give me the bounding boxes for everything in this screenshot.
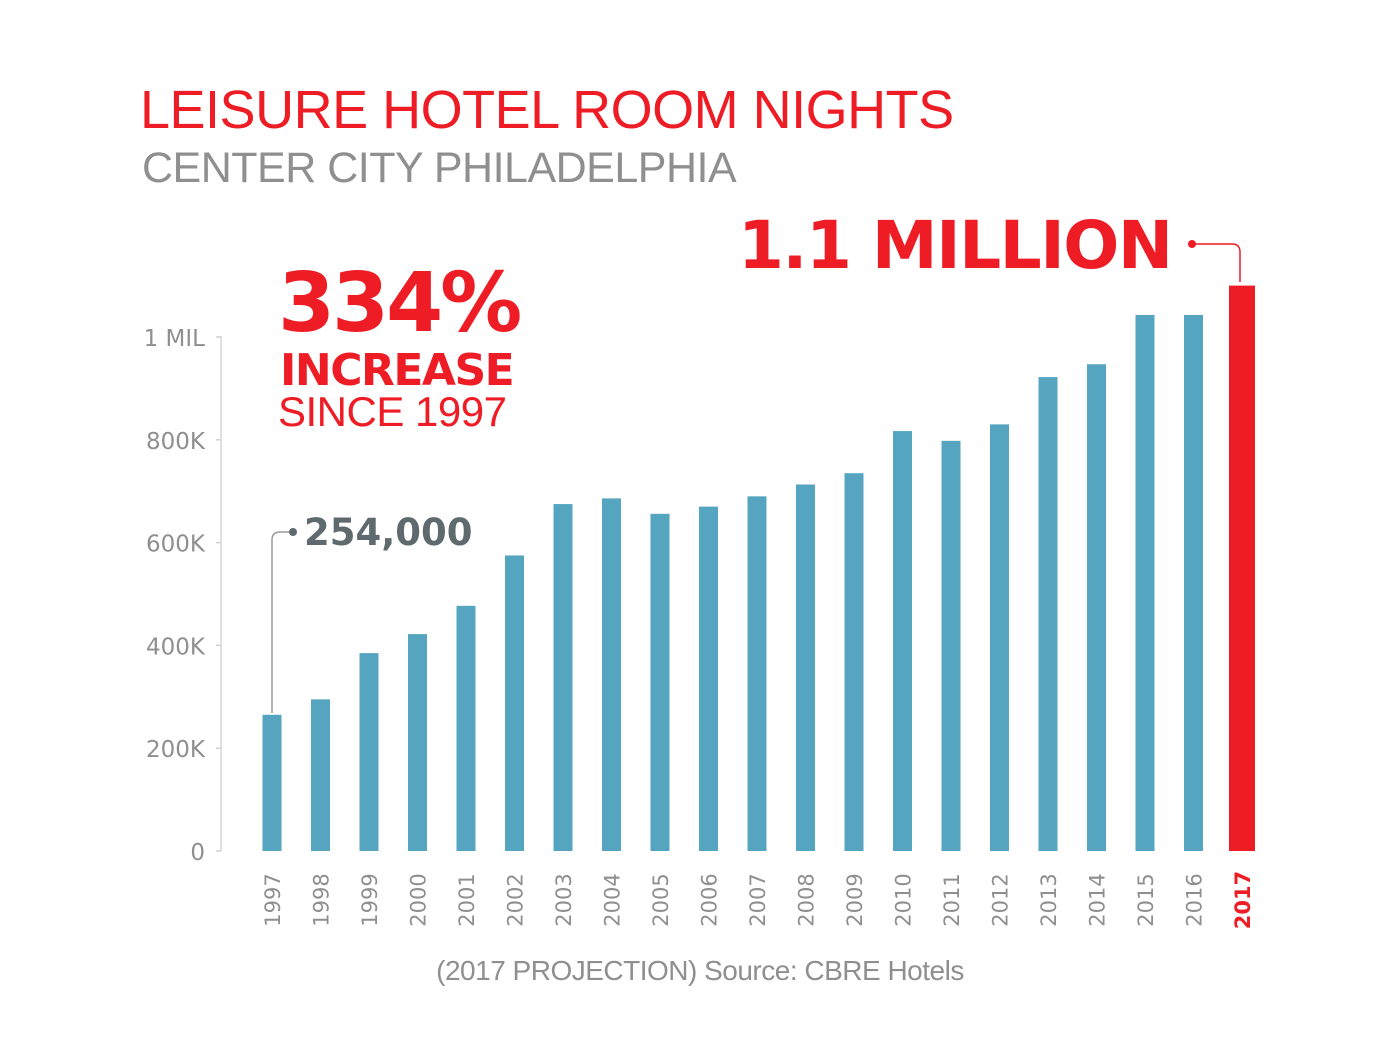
x-tick-label-2004: 2004 <box>601 873 625 926</box>
bar-2006 <box>699 506 718 851</box>
x-tick-label-2008: 2008 <box>795 873 819 926</box>
x-tick-label-2001: 2001 <box>455 873 479 926</box>
y-tick-label: 200K <box>146 737 206 763</box>
x-tick-label-2000: 2000 <box>407 873 431 926</box>
bar-2003 <box>553 504 573 851</box>
y-tick-label: 400K <box>146 634 206 660</box>
x-tick-label-2013: 2013 <box>1037 873 1061 926</box>
x-axis: 1997 1998 1999 2000 2001 2002 2003 2004 2005 2006… <box>261 871 1255 929</box>
x-tick-label-2007: 2007 <box>746 873 770 926</box>
x-tick-label-1998: 1998 <box>310 873 334 926</box>
x-tick-label-2009: 2009 <box>843 873 867 926</box>
bar-2009 <box>844 473 864 851</box>
y-axis: 0 200K 400K 600K 800K 1 MIL <box>144 326 221 866</box>
bar-1997 <box>262 714 282 851</box>
bar-2007 <box>747 496 767 851</box>
bar-2013 <box>1038 377 1058 851</box>
bar-2001 <box>456 605 476 851</box>
start-value-dot <box>289 528 297 536</box>
bar-2002 <box>505 555 524 851</box>
source-note: (2017 PROJECTION) Source: CBRE Hotels <box>436 955 964 986</box>
start-value-label: 254,000 <box>304 511 473 554</box>
bar-2014 <box>1087 364 1106 851</box>
chart-subtitle: CENTER CITY PHILADELPHIA <box>142 144 737 192</box>
chart-title: LEISURE HOTEL ROOM NIGHTS <box>140 80 954 140</box>
x-tick-label-2003: 2003 <box>552 873 576 926</box>
bar-2016 <box>1184 314 1203 851</box>
y-tick-label: 1 MIL <box>144 326 206 352</box>
bar-1999 <box>359 653 379 851</box>
x-tick-label-2012: 2012 <box>989 873 1013 926</box>
x-tick-label-2006: 2006 <box>698 873 722 926</box>
y-tick-label: 0 <box>190 840 205 866</box>
bar-2012 <box>990 424 1009 851</box>
bar-2017 <box>1229 285 1255 852</box>
increase-since: SINCE 1997 <box>278 388 506 435</box>
bar-2004 <box>602 498 621 851</box>
end-value-leader <box>1196 243 1241 282</box>
bar-2005 <box>650 513 670 851</box>
x-tick-label-2014: 2014 <box>1086 873 1110 926</box>
bar-2011 <box>941 440 961 851</box>
bar-1998 <box>311 699 330 851</box>
x-tick-label-1997: 1997 <box>261 873 285 926</box>
y-tick-label: 800K <box>146 429 206 455</box>
x-tick-label-2005: 2005 <box>649 873 673 926</box>
x-tick-label-2010: 2010 <box>892 873 916 926</box>
end-value-label: 1.1 MILLION <box>738 207 1172 284</box>
bar-2015 <box>1135 314 1155 851</box>
bar-series <box>262 285 1255 852</box>
x-tick-label-2002: 2002 <box>504 873 528 926</box>
start-value-leader <box>271 531 292 713</box>
bar-2010 <box>893 431 912 851</box>
bar-2000 <box>408 634 427 851</box>
x-tick-label-2016: 2016 <box>1183 873 1207 926</box>
y-tick-label: 600K <box>146 532 206 558</box>
bar-2008 <box>796 484 815 851</box>
x-tick-label-2015: 2015 <box>1134 873 1158 926</box>
increase-percent: 334% <box>278 256 520 351</box>
end-value-dot <box>1188 240 1196 248</box>
x-tick-label-2011: 2011 <box>940 873 964 926</box>
x-tick-label-2017: 2017 <box>1231 871 1255 929</box>
x-tick-label-1999: 1999 <box>358 873 382 926</box>
increase-label: INCREASE <box>280 345 513 396</box>
